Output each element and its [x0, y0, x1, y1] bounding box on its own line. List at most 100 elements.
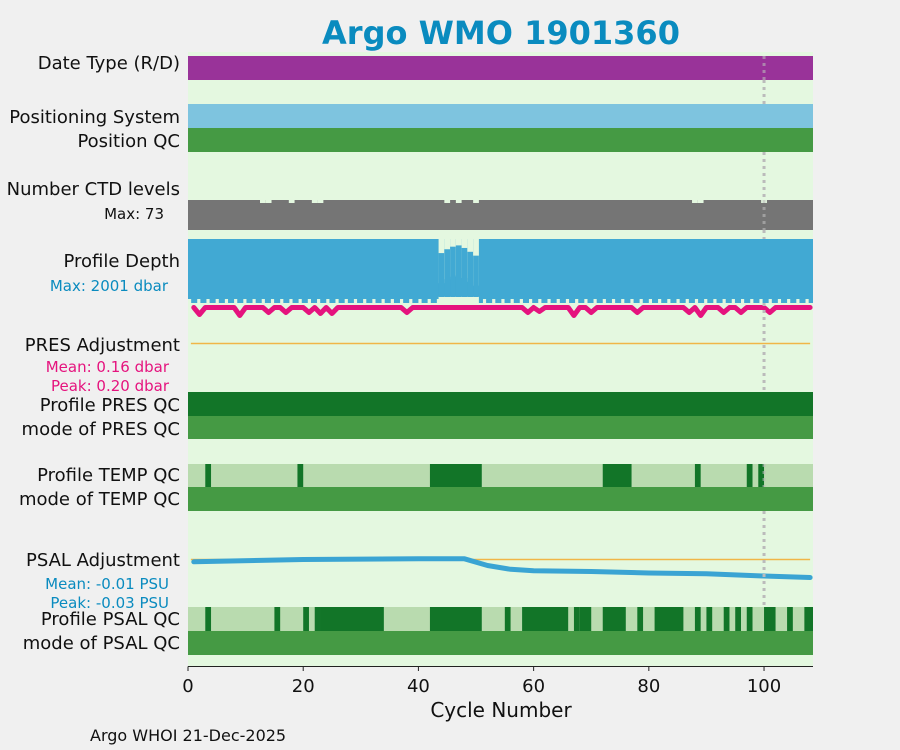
depth-notch	[261, 299, 265, 303]
psal-qc-flag	[735, 607, 741, 631]
depth-notch	[787, 299, 791, 303]
depth-notch	[501, 299, 505, 303]
depth-notch	[602, 299, 606, 303]
footer-credit: Argo WHOI 21-Dec-2025	[90, 726, 286, 745]
profile-temp-qc-strip	[188, 464, 813, 487]
ctd-level-dip	[317, 200, 324, 203]
temp-qc-flag	[758, 464, 765, 487]
depth-notch	[584, 299, 588, 303]
psal-qc-flag	[303, 607, 309, 631]
temp-qc-flag	[429, 464, 482, 487]
depth-notch	[593, 299, 597, 303]
ctd-levels-strip	[188, 200, 813, 230]
x-tick-label: 20	[292, 676, 315, 697]
depth-notch	[307, 299, 311, 303]
row-labels: Date Type (R/D) Positioning System Posit…	[7, 53, 180, 654]
psal-qc-flag	[314, 607, 321, 631]
x-tick-label: 80	[637, 676, 660, 697]
psal-peak-label: Peak: -0.03 PSU	[50, 594, 169, 612]
depth-notch	[298, 299, 302, 303]
depth-notch	[234, 299, 238, 303]
x-tick-label: 40	[407, 676, 430, 697]
depth-notch	[648, 299, 652, 303]
mode-pres-qc-strip	[188, 416, 813, 439]
depth-notch	[215, 299, 219, 303]
depth-notch	[206, 299, 210, 303]
depth-notch	[317, 299, 321, 303]
positioning-system-strip	[188, 104, 813, 128]
ctd-level-dip	[260, 200, 266, 203]
depth-bump	[450, 246, 456, 297]
profile-psal-qc-strip	[188, 607, 813, 631]
depth-notch	[252, 299, 256, 303]
depth-notch	[482, 299, 487, 303]
psal-qc-flag	[320, 607, 384, 631]
depth-notch	[188, 299, 192, 303]
depth-bump	[455, 245, 462, 297]
depth-notch	[270, 299, 275, 303]
psal-qc-flag	[602, 607, 626, 631]
ctd-level-dip	[265, 200, 272, 203]
depth-notch	[750, 299, 754, 303]
depth-notch	[713, 299, 717, 303]
depth-notch	[547, 299, 551, 303]
position-qc-strip	[188, 128, 813, 152]
depth-notch	[740, 299, 745, 303]
depth-notch	[676, 299, 680, 303]
depth-notch	[390, 299, 394, 303]
profile-depth-strip	[188, 239, 813, 303]
psal-qc-flag	[746, 607, 753, 631]
ctd-level-dip	[455, 200, 462, 203]
psal-qc-flag	[573, 607, 580, 631]
depth-notch	[630, 299, 634, 303]
chart-title: Argo WMO 1901360	[322, 14, 680, 52]
depth-notch	[224, 299, 229, 303]
row-label-mode-temp-qc: mode of TEMP QC	[19, 489, 180, 510]
row-label-date-type: Date Type (R/D)	[38, 53, 180, 74]
plot-area	[188, 52, 813, 667]
row-label-profile-pres-qc: Profile PRES QC	[40, 395, 180, 416]
depth-bump	[461, 247, 468, 297]
depth-notch	[621, 299, 625, 303]
x-axis: 0 20 40 60 80 100 Cycle Number	[182, 666, 813, 722]
depth-notch	[519, 299, 523, 303]
psal-qc-flag	[654, 607, 684, 631]
depth-max-label: Max: 2001 dbar	[50, 277, 169, 295]
ctd-level-dip	[692, 200, 698, 203]
depth-notch	[409, 299, 413, 303]
depth-notch	[694, 299, 699, 303]
depth-notch	[796, 299, 800, 303]
ctd-level-dip	[473, 200, 479, 203]
depth-notch	[556, 299, 560, 303]
depth-notch	[399, 299, 404, 303]
depth-notch	[381, 299, 385, 303]
profile-pres-qc-strip	[188, 392, 813, 416]
temp-qc-flag	[297, 464, 304, 487]
depth-notch	[759, 299, 763, 303]
depth-notch	[639, 299, 643, 303]
mode-temp-qc-strip	[188, 487, 813, 511]
ctd-level-dip	[288, 200, 295, 203]
row-label-mode-psal-qc: mode of PSAL QC	[23, 633, 180, 654]
psal-qc-flag	[706, 607, 713, 631]
x-tick-label: 0	[182, 676, 193, 697]
psal-qc-flag	[522, 607, 569, 631]
psal-qc-flag	[429, 607, 482, 631]
psal-qc-flag	[764, 607, 776, 631]
temp-qc-flag	[205, 464, 212, 487]
ctd-level-dip	[444, 200, 451, 203]
depth-notch	[667, 299, 671, 303]
depth-notch	[436, 299, 441, 303]
psal-qc-flag	[579, 607, 592, 631]
depth-notch	[777, 299, 782, 303]
depth-notch	[575, 299, 579, 303]
depth-notch	[529, 299, 533, 303]
status-strips	[188, 56, 813, 655]
pres-peak-label: Peak: 0.20 dbar	[51, 377, 170, 395]
depth-bump	[467, 251, 474, 297]
row-label-psal-adjustment: PSAL Adjustment	[26, 550, 180, 571]
pres-mean-label: Mean: 0.16 dbar	[46, 358, 170, 376]
psal-qc-flag	[723, 607, 730, 631]
row-label-mode-pres-qc: mode of PRES QC	[22, 419, 180, 440]
